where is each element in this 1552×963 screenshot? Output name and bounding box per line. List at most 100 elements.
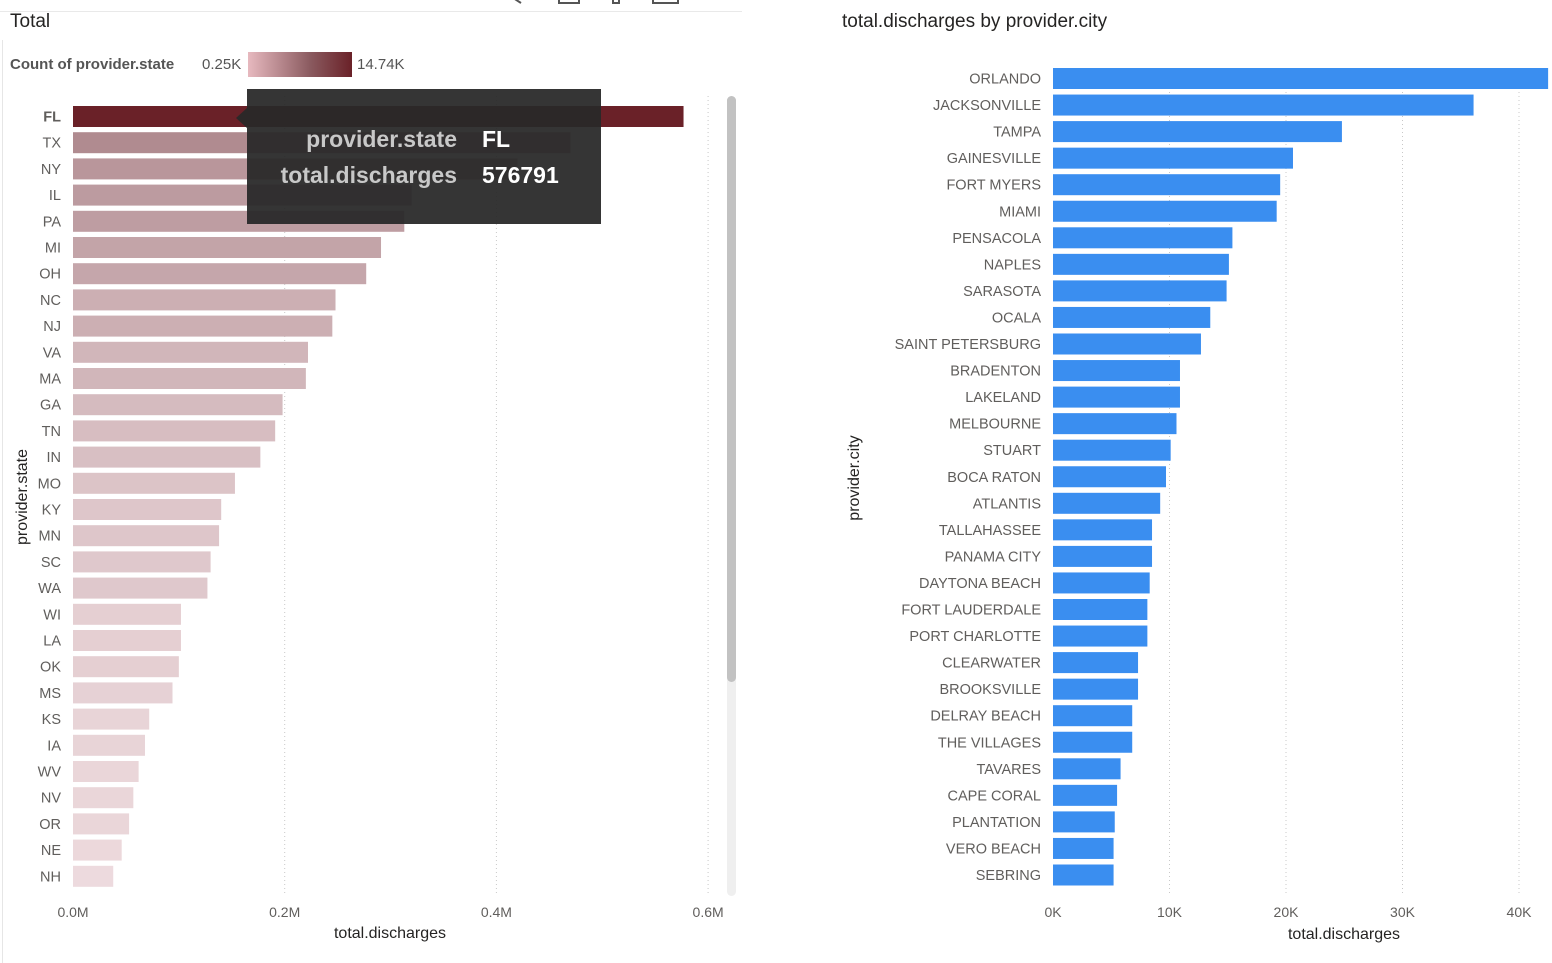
bar-fort-lauderdale[interactable]	[1053, 599, 1148, 620]
bar-ne[interactable]	[73, 839, 122, 861]
city-bar-chart: 0K 10K 20K 30K 40K total.discharges provider.c…	[846, 68, 1549, 943]
category-label: MI	[45, 241, 61, 257]
category-label: BOCA RATON	[947, 470, 1041, 486]
bar-vero-beach[interactable]	[1053, 837, 1114, 859]
legend-gradient	[248, 52, 352, 77]
bar-ga[interactable]	[73, 394, 283, 416]
category-label: NH	[40, 869, 61, 885]
bar-nj[interactable]	[73, 315, 333, 337]
bar-sebring[interactable]	[1053, 864, 1114, 886]
category-label: LAKELAND	[965, 390, 1041, 406]
chart-title: total.discharges by provider.city	[842, 11, 1108, 32]
bar-tavares[interactable]	[1053, 758, 1121, 780]
bar-ma[interactable]	[73, 368, 306, 389]
category-label: WA	[38, 581, 61, 597]
bar-clearwater[interactable]	[1053, 652, 1139, 674]
category-label: NV	[41, 791, 61, 807]
category-label: MO	[38, 476, 61, 492]
category-label: DAYTONA BEACH	[919, 576, 1041, 592]
bar-pensacola[interactable]	[1053, 227, 1233, 249]
bar-boca-raton[interactable]	[1053, 466, 1167, 488]
category-label: OK	[40, 660, 61, 676]
bar-panama-city[interactable]	[1053, 545, 1153, 567]
bar-mn[interactable]	[73, 525, 220, 547]
visual-header-divider	[0, 11, 742, 12]
more-options-icon[interactable]	[652, 0, 679, 4]
bar-mi[interactable]	[73, 237, 382, 258]
x-tick-label: 0.6M	[693, 904, 724, 920]
category-label: OR	[39, 817, 61, 833]
category-label: STUART	[983, 443, 1041, 459]
category-label: TALLAHASSEE	[939, 523, 1041, 539]
bar-melbourne[interactable]	[1053, 413, 1177, 435]
tooltip	[247, 89, 601, 224]
bar-ms[interactable]	[73, 682, 173, 704]
category-label: DELRAY BEACH	[930, 709, 1041, 725]
bar-bradenton[interactable]	[1053, 360, 1180, 382]
bar-la[interactable]	[73, 630, 181, 651]
category-label: SC	[41, 555, 61, 571]
bar-orlando[interactable]	[1053, 68, 1549, 89]
x-tick-label: 0.2M	[269, 904, 300, 920]
category-label: JACKSONVILLE	[933, 98, 1041, 114]
category-label: NC	[40, 293, 61, 309]
bar-in[interactable]	[73, 446, 261, 468]
category-label: GA	[40, 398, 61, 414]
bar-naples[interactable]	[1053, 253, 1229, 275]
category-label: MA	[39, 372, 61, 388]
category-label: SEBRING	[976, 868, 1041, 884]
bar-tampa[interactable]	[1053, 121, 1342, 143]
bar-atlantis[interactable]	[1053, 492, 1161, 514]
bar-plantation[interactable]	[1053, 811, 1115, 833]
bar-miami[interactable]	[1053, 200, 1277, 222]
category-label: MELBOURNE	[949, 417, 1041, 433]
bar-stuart[interactable]	[1053, 439, 1171, 461]
bar-port-charlotte[interactable]	[1053, 625, 1148, 647]
tooltip-key-discharges: total.discharges	[280, 162, 457, 188]
bar-lakeland[interactable]	[1053, 386, 1180, 408]
bar-ok[interactable]	[73, 656, 179, 678]
category-label: ORLANDO	[969, 72, 1041, 88]
bar-the-villages[interactable]	[1053, 731, 1133, 753]
bar-ky[interactable]	[73, 499, 222, 520]
bar-daytona-beach[interactable]	[1053, 572, 1150, 594]
bar-tallahassee[interactable]	[1053, 519, 1153, 541]
bar-gainesville[interactable]	[1053, 147, 1293, 169]
bar-cape-coral[interactable]	[1053, 784, 1118, 806]
category-label: VA	[43, 345, 62, 361]
bar-saint-petersburg[interactable]	[1053, 333, 1201, 355]
bar-fort-myers[interactable]	[1053, 174, 1281, 196]
focus-mode-icon[interactable]	[558, 0, 580, 4]
bar-sc[interactable]	[73, 551, 211, 573]
bar-jacksonville[interactable]	[1053, 94, 1474, 116]
state-chart-panel: Total Count of provider.state 0.25K 14.7…	[0, 0, 745, 963]
bar-wi[interactable]	[73, 603, 181, 625]
category-label: KY	[42, 503, 62, 519]
bar-nh[interactable]	[73, 865, 114, 887]
drill-icon[interactable]	[503, 0, 525, 4]
scrollbar-thumb[interactable]	[727, 96, 736, 682]
bar-brooksville[interactable]	[1053, 678, 1139, 700]
bar-wa[interactable]	[73, 577, 208, 599]
category-label: TX	[42, 136, 61, 152]
category-label: TN	[42, 424, 61, 440]
bar-mo[interactable]	[73, 472, 235, 494]
x-tick-label: 10K	[1157, 904, 1183, 920]
bar-ks[interactable]	[73, 708, 150, 730]
bar-ocala[interactable]	[1053, 306, 1211, 328]
category-label: NY	[41, 162, 61, 178]
bar-ia[interactable]	[73, 734, 145, 756]
bar-or[interactable]	[73, 813, 130, 835]
bar-va[interactable]	[73, 341, 308, 363]
bar-nc[interactable]	[73, 289, 336, 311]
tooltip-pointer	[236, 108, 247, 128]
bar-oh[interactable]	[73, 263, 367, 285]
category-label: NAPLES	[984, 257, 1041, 273]
filter-icon[interactable]	[612, 0, 620, 4]
bar-nv[interactable]	[73, 787, 134, 809]
bar-delray-beach[interactable]	[1053, 705, 1133, 727]
bar-sarasota[interactable]	[1053, 280, 1227, 302]
category-label: OH	[39, 267, 61, 283]
bar-wv[interactable]	[73, 761, 139, 782]
bar-tn[interactable]	[73, 420, 276, 442]
